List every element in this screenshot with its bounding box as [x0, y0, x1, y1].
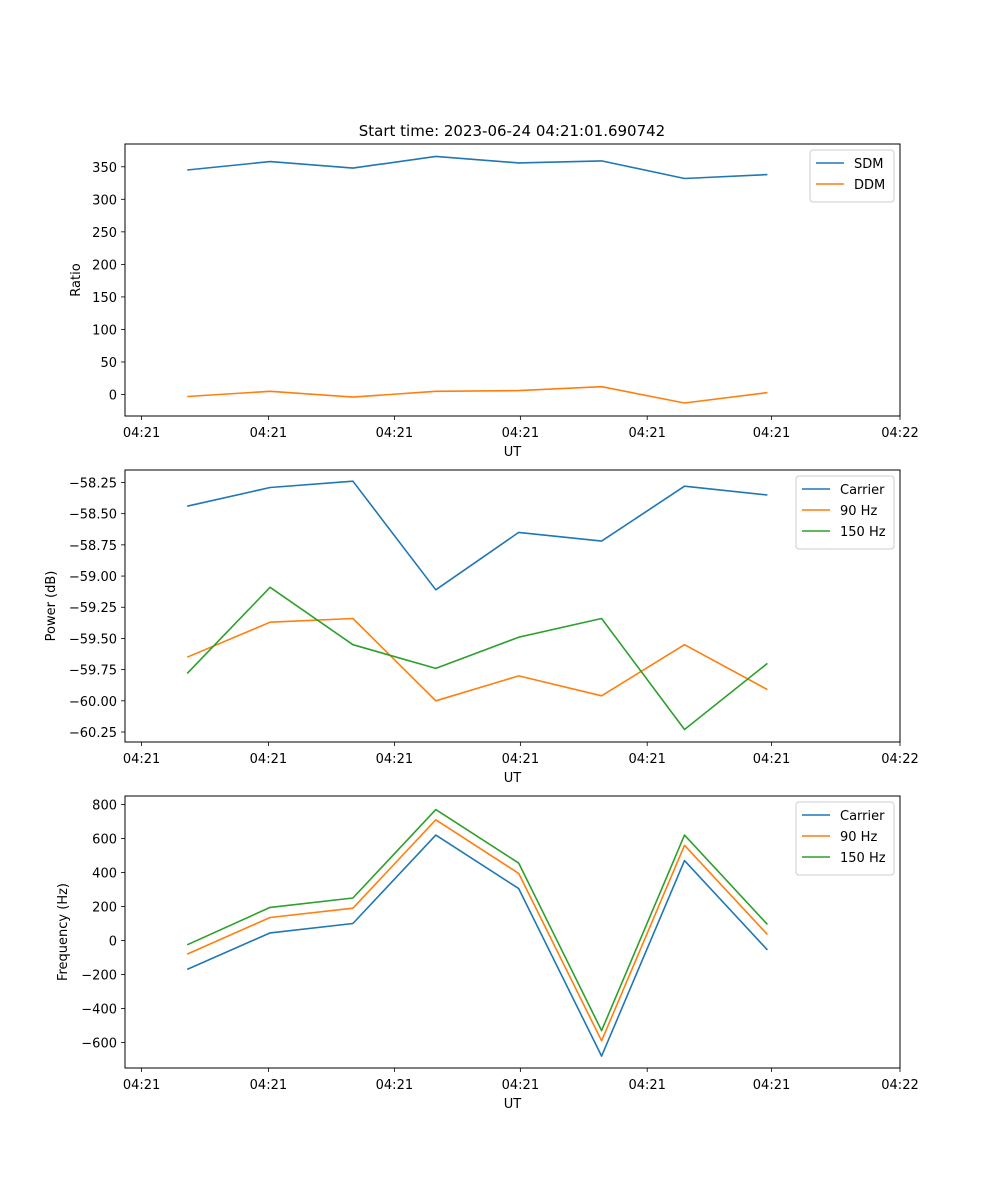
ratio-axes-frame: [124, 143, 901, 417]
ratio-series-sdm-line: [187, 155, 768, 180]
ratio-y-tick-label: 250: [92, 226, 117, 241]
power-series-150-hz-line: [186, 586, 768, 731]
frequency-y-tick-label: −200: [81, 969, 117, 984]
ratio-y-tick-label: 200: [92, 258, 117, 273]
ratio-x-tick-label: 04:21: [376, 426, 413, 441]
frequency-series-150-hz-line: [186, 808, 768, 1032]
frequency-y-tick-label: 200: [92, 901, 117, 916]
power-y-tick-label: −59.00: [69, 570, 117, 585]
frequency-y-tick-label: 0: [109, 935, 117, 950]
frequency-x-tick-label: 04:21: [250, 1078, 287, 1093]
frequency-legend-label: 90 Hz: [840, 830, 877, 845]
ratio-x-tick-label: 04:22: [881, 426, 918, 441]
power-y-tick-label: −58.75: [69, 539, 117, 554]
frequency-y-tick-label: 400: [92, 867, 117, 882]
frequency-x-tick-label: 04:21: [628, 1078, 665, 1093]
frequency-panel: 04:21 04:21 04:21 04:21 04:21 04:21 04:22 −600 −…: [56, 795, 919, 1112]
frequency-x-tick-label: 04:21: [502, 1078, 539, 1093]
power-y-tick-label: −60.25: [69, 726, 117, 741]
power-x-tick-label: 04:22: [881, 752, 918, 767]
ratio-x-tick-label: 04:21: [250, 426, 287, 441]
ratio-y-axis-label: Ratio: [69, 263, 84, 296]
power-series-carrier-line: [187, 480, 768, 591]
power-y-tick-label: −59.25: [69, 601, 117, 616]
power-y-tick-label: −59.50: [69, 632, 117, 647]
ratio-x-axis-label: UT: [504, 445, 522, 460]
power-y-tick-label: −58.50: [69, 508, 117, 523]
frequency-x-tick-label: 04:22: [881, 1078, 918, 1093]
frequency-series-90-hz-line: [186, 818, 768, 1042]
power-x-tick-label: 04:21: [628, 752, 665, 767]
power-x-axis-label: UT: [504, 771, 522, 786]
power-y-axis-label: Power (dB): [44, 571, 59, 642]
power-x-tick-label: 04:21: [250, 752, 287, 767]
power-panel: 04:21 04:21 04:21 04:21 04:21 04:21 04:22 −60.2…: [44, 469, 919, 786]
ratio-y-tick-label: 350: [92, 161, 117, 176]
power-x-tick-label: 04:21: [123, 752, 160, 767]
frequency-y-tick-label: −400: [81, 1003, 117, 1018]
power-x-tick-label: 04:21: [502, 752, 539, 767]
figure-title: Start time: 2023-06-24 04:21:01.690742: [359, 122, 665, 140]
ratio-y-tick-label: 100: [92, 323, 117, 338]
frequency-x-tick-label: 04:21: [376, 1078, 413, 1093]
frequency-x-tick-label: 04:21: [753, 1078, 790, 1093]
power-x-tick-label: 04:21: [753, 752, 790, 767]
ratio-x-tick-label: 04:21: [502, 426, 539, 441]
frequency-y-tick-label: −600: [81, 1037, 117, 1052]
ratio-legend-label: DDM: [854, 178, 885, 193]
ratio-panel: 04:21 04:21 04:21 04:21 04:21 04:21 04:22 0 50 10…: [69, 143, 919, 460]
frequency-x-axis-label: UT: [504, 1097, 522, 1112]
frequency-y-axis-label: Frequency (Hz): [56, 883, 71, 981]
power-legend-label: 90 Hz: [840, 504, 877, 519]
power-legend-label: 150 Hz: [840, 525, 886, 540]
power-x-tick-label: 04:21: [376, 752, 413, 767]
frequency-legend-label: Carrier: [840, 809, 885, 824]
ratio-y-tick-label: 150: [92, 291, 117, 306]
frequency-x-tick-label: 04:21: [123, 1078, 160, 1093]
power-y-tick-label: −58.25: [69, 476, 117, 491]
frequency-y-tick-label: 800: [92, 799, 117, 814]
ratio-legend-label: SDM: [854, 157, 883, 172]
ratio-y-tick-label: 300: [92, 193, 117, 208]
frequency-series-carrier-line: [186, 834, 768, 1057]
ratio-y-tick-label: 50: [100, 356, 117, 371]
power-legend-label: Carrier: [840, 483, 885, 498]
power-y-tick-label: −60.00: [69, 695, 117, 710]
frequency-axes-frame: [124, 795, 901, 1069]
frequency-y-tick-label: 600: [92, 833, 117, 848]
ratio-x-tick-label: 04:21: [123, 426, 160, 441]
ratio-x-tick-label: 04:21: [628, 426, 665, 441]
ratio-y-tick-label: 0: [109, 389, 117, 404]
power-series-90-hz-line: [186, 617, 768, 702]
power-y-tick-label: −59.75: [69, 664, 117, 679]
ratio-series-ddm-line: [187, 385, 768, 404]
ratio-x-tick-label: 04:21: [753, 426, 790, 441]
frequency-legend-label: 150 Hz: [840, 851, 886, 866]
power-axes-frame: [124, 469, 901, 743]
